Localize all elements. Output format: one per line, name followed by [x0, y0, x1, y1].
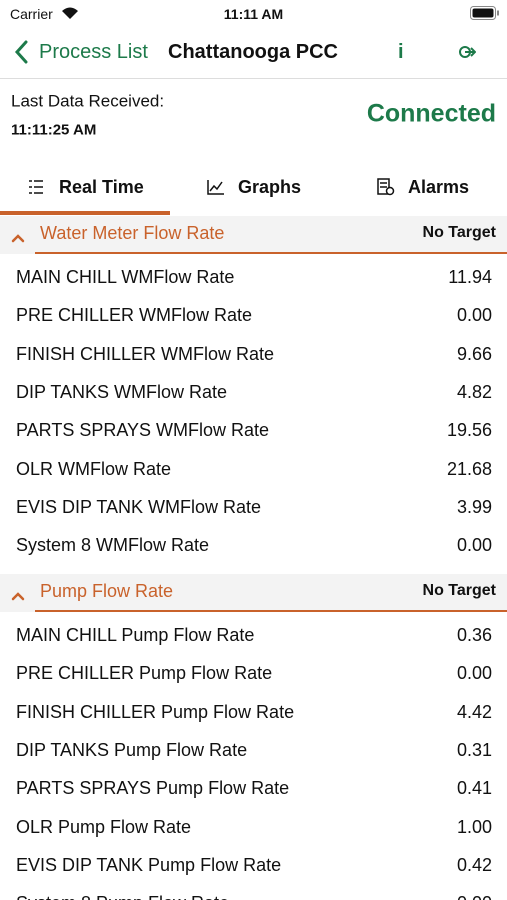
wifi-icon [62, 7, 78, 19]
row-label: PRE CHILLER Pump Flow Rate [16, 663, 273, 684]
row-label: System 8 WMFlow Rate [16, 535, 210, 556]
row-value: 1.00 [456, 816, 492, 837]
row-label: FINISH CHILLER WMFlow Rate [16, 343, 275, 364]
collapse-chevron [11, 588, 25, 601]
row-label: EVIS DIP TANK WMFlow Rate [16, 496, 262, 517]
row-label: MAIN CHILL WMFlow Rate [16, 267, 235, 287]
section-title: Pump Flow Rate [40, 581, 174, 601]
back-chevron[interactable] [14, 40, 30, 64]
info-button[interactable]: i [398, 41, 404, 63]
row-label: System 8 Pump Flow Rate [16, 894, 229, 900]
row-value: 4.42 [456, 701, 492, 722]
section-header [0, 574, 507, 612]
row-value: 0.00 [457, 894, 492, 900]
realtime-icon [29, 180, 43, 194]
logout-icon[interactable] [458, 44, 476, 60]
back-button[interactable]: Process List [39, 41, 148, 63]
row-value: 0.31 [456, 739, 492, 760]
row-value: 9.66 [456, 343, 492, 364]
row-value: 0.00 [456, 663, 492, 684]
row-label: PARTS SPRAYS Pump Flow Rate [16, 778, 290, 799]
row-label: FINISH CHILLER Pump Flow Rate [16, 701, 295, 722]
row-label: EVIS DIP TANK Pump Flow Rate [16, 854, 282, 875]
row-value: 0.00 [456, 305, 492, 326]
row-value: 0.36 [456, 625, 492, 645]
section-underline [35, 252, 507, 254]
row-label: MAIN CHILL Pump Flow Rate [16, 625, 255, 645]
row-label: PARTS SPRAYS WMFlow Rate [16, 420, 270, 441]
connection-status: Connected [366, 99, 496, 128]
row-label: DIP TANKS WMFlow Rate [16, 381, 228, 402]
row-value: 0.42 [456, 854, 492, 875]
last-data-label: Last Data Received: [11, 91, 165, 111]
section-target: No Target [422, 224, 496, 241]
last-data-time: 11:11:25 AM [11, 121, 97, 139]
row-label: OLR WMFlow Rate [16, 458, 172, 479]
section-header [0, 216, 507, 254]
section-target: No Target [422, 582, 496, 599]
row-value: 19.56 [446, 420, 492, 441]
section-title: Water Meter Flow Rate [40, 223, 225, 243]
tab-indicator [0, 211, 170, 215]
clock: 11:11 AM [223, 6, 284, 22]
row-value: 0.41 [456, 778, 492, 799]
row-value: 4.82 [456, 381, 492, 402]
alarms-icon [377, 178, 395, 196]
graphs-icon [207, 180, 224, 195]
row-value: 21.68 [446, 458, 492, 479]
row-value: 0.00 [456, 535, 492, 556]
nav-divider [0, 78, 507, 79]
carrier: Carrier [10, 6, 53, 22]
collapse-chevron [11, 230, 25, 243]
row-value: 3.99 [456, 496, 492, 517]
row-value: 11.94 [448, 267, 492, 287]
battery-icon [470, 6, 499, 20]
row-label: DIP TANKS Pump Flow Rate [16, 739, 248, 760]
row-label: PRE CHILLER WMFlow Rate [16, 305, 253, 326]
tab-realtime[interactable]: Real Time [59, 177, 144, 197]
section-underline [35, 610, 507, 612]
tab-graphs[interactable]: Graphs [238, 177, 302, 197]
nav-title: Chattanooga PCC [168, 41, 338, 63]
row-label: OLR Pump Flow Rate [16, 816, 192, 837]
tab-alarms[interactable]: Alarms [408, 177, 470, 197]
